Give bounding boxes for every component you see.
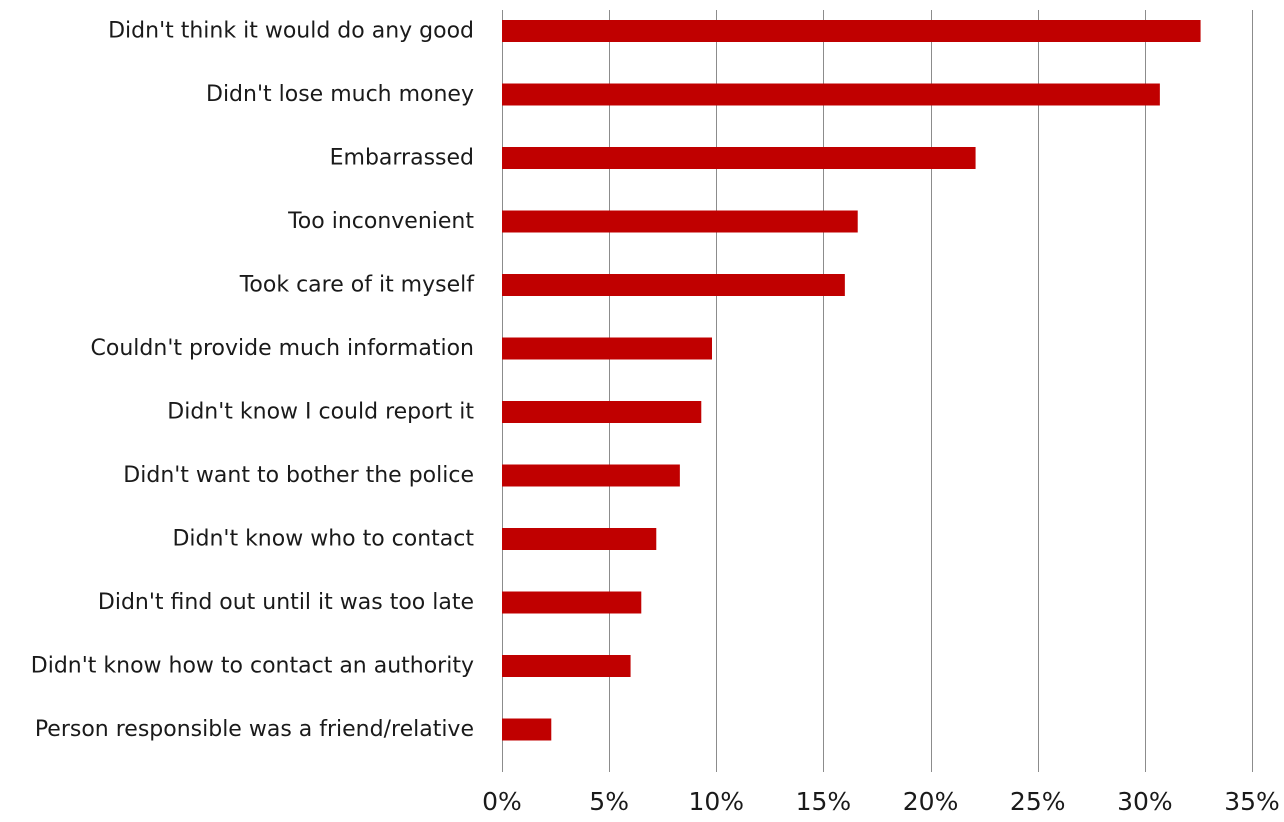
x-tick-label: 15% <box>796 787 852 816</box>
x-tick-label: 10% <box>688 787 744 816</box>
category-label: Didn't know how to contact an authority <box>31 654 474 679</box>
category-label: Embarrassed <box>330 146 474 171</box>
category-label: Didn't think it would do any good <box>108 19 474 44</box>
bar <box>502 464 680 487</box>
category-labels: Didn't think it would do any good Didn't … <box>31 19 475 743</box>
x-tick-label: 35% <box>1224 787 1280 816</box>
category-label: Took care of it myself <box>239 273 476 298</box>
x-tick-label: 0% <box>482 787 522 816</box>
category-label: Person responsible was a friend/relative <box>35 717 474 742</box>
bar <box>502 20 1201 42</box>
x-gridlines <box>502 10 1253 772</box>
x-tick-labels: 0% 5% 10% 15% 20% 25% 30% 35% <box>482 787 1280 816</box>
category-label: Didn't lose much money <box>206 82 474 107</box>
bar <box>502 83 1160 106</box>
bar <box>502 655 631 677</box>
bar <box>502 274 845 296</box>
x-tick-label: 5% <box>589 787 629 816</box>
x-tick-label: 20% <box>903 787 959 816</box>
category-label: Didn't know who to contact <box>172 527 474 552</box>
bar <box>502 528 657 550</box>
x-tick-label: 25% <box>1010 787 1066 816</box>
category-label: Couldn't provide much information <box>91 336 474 361</box>
bars <box>502 20 1201 741</box>
category-label: Didn't know I could report it <box>167 400 474 425</box>
bar <box>502 401 702 423</box>
category-label: Too inconvenient <box>287 209 474 234</box>
x-tick-label: 30% <box>1117 787 1173 816</box>
bar <box>502 337 712 360</box>
bar <box>502 718 552 741</box>
category-label: Didn't want to bother the police <box>123 463 474 488</box>
bar <box>502 591 642 614</box>
bar <box>502 147 976 169</box>
bar <box>502 210 858 233</box>
category-label: Didn't find out until it was too late <box>98 590 474 615</box>
